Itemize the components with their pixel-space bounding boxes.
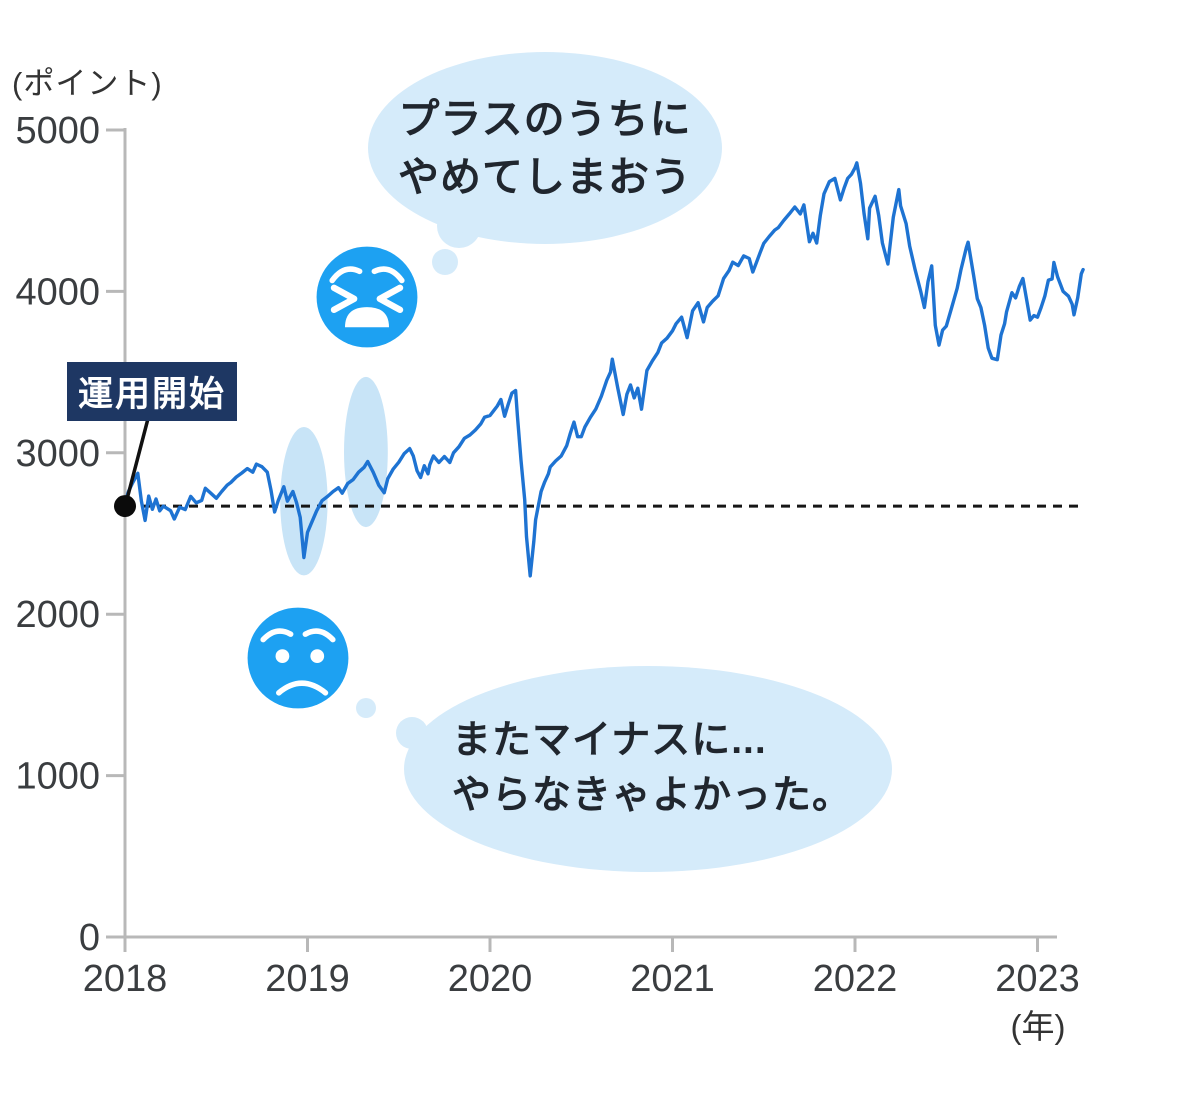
highlight-ellipse: [280, 427, 328, 576]
start-annotation-leader-line: [124, 410, 152, 504]
tired-face-icon: [316, 246, 418, 348]
start-annotation-label: 運用開始: [67, 362, 238, 421]
y-tick-label: 2000: [15, 594, 100, 636]
y-tick-label: 0: [79, 917, 100, 959]
worried-face-right-eye: [310, 649, 325, 664]
thought-bubble-top-line1: プラスのうちに: [398, 95, 692, 142]
thought-bubble-top-tail-dot: [432, 249, 458, 275]
tired-face-mouth: [345, 307, 389, 328]
worried-face-icon: [247, 607, 349, 709]
x-tick-label: 2019: [265, 958, 350, 1000]
x-tick-label: 2021: [630, 958, 715, 1000]
thought-bubble-bottom: またマイナスに... やらなきゃよかった。: [404, 666, 892, 872]
tired-face-right-eye: [376, 284, 404, 314]
y-tick-label: 5000: [15, 110, 100, 152]
thought-bubble-bottom-tail-dot1: [356, 698, 376, 718]
worried-face-right-brow: [302, 628, 336, 643]
worried-face-mouth: [276, 680, 329, 696]
tired-face-circle: [316, 246, 418, 348]
x-tick-label: 2020: [448, 958, 533, 1000]
highlight-ellipse: [344, 376, 388, 528]
worried-face-left-eye: [275, 649, 290, 664]
start-point-dot: [114, 495, 136, 518]
thought-bubble-bottom-line1: またマイナスに...: [452, 719, 767, 763]
x-tick-label: 2023: [995, 958, 1080, 1000]
worried-face-circle: [247, 607, 349, 709]
tired-face-left-brow: [329, 266, 363, 284]
y-tick-label: 4000: [15, 271, 100, 313]
tired-face-left-eye: [330, 284, 358, 314]
index-line-series: [123, 161, 1085, 578]
y-axis-unit-label: (ポイント): [12, 66, 163, 101]
x-axis-unit-label: (年): [1010, 1008, 1066, 1045]
y-tick-label: 3000: [15, 433, 100, 475]
x-tick-label: 2018: [83, 958, 168, 1000]
x-tick-label: 2022: [813, 958, 898, 1000]
thought-bubble-bottom-line2: やらなきゃよかった。: [452, 774, 853, 817]
worried-face-left-brow: [260, 628, 294, 643]
tired-face-right-brow: [371, 266, 405, 284]
thought-bubble-top: プラスのうちに やめてしまおう: [368, 52, 722, 244]
y-tick-label: 1000: [15, 756, 100, 798]
thought-bubble-top-line2: やめてしまおう: [398, 154, 692, 200]
